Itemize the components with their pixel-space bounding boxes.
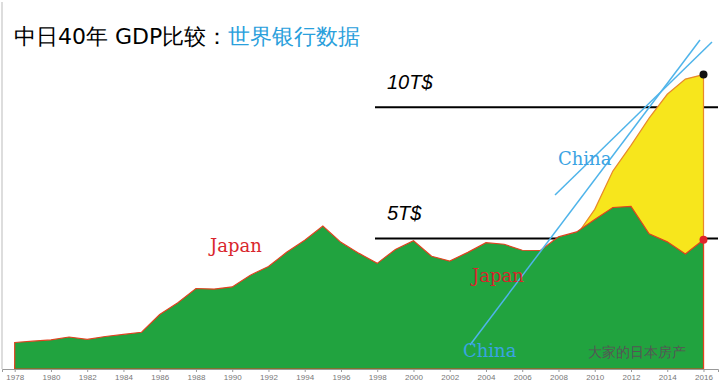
title: 中日40年 GDP比较：世界银行数据 (14, 24, 360, 49)
x-tick-mark (377, 369, 378, 372)
x-tick: 1990 (224, 369, 242, 382)
x-tick-mark (486, 369, 487, 372)
x-tick-label: 1994 (296, 373, 314, 382)
x-tick-label: 2010 (586, 373, 604, 382)
x-tick-label: 2016 (695, 373, 713, 382)
x-tick: 1982 (79, 369, 97, 382)
x-tick-mark (196, 369, 197, 372)
x-tick: 1994 (296, 369, 314, 382)
x-tick-mark (667, 369, 668, 372)
x-tick: 2010 (586, 369, 604, 382)
end-dot (699, 71, 707, 79)
x-tick-label: 1986 (151, 373, 169, 382)
y-tick-label: 5T$ (387, 202, 422, 224)
x-tick-label: 1988 (188, 373, 206, 382)
x-tick: 1978 (6, 369, 24, 382)
x-tick-mark (87, 369, 88, 372)
x-tick-mark (703, 369, 704, 372)
x-tick-label: 2014 (659, 373, 677, 382)
subtitle-text: 世界银行数据 (228, 24, 360, 49)
x-tick-mark (305, 369, 306, 372)
x-tick-label: 1996 (333, 373, 351, 382)
x-tick-mark (15, 369, 16, 372)
x-tick-label: 2004 (478, 373, 496, 382)
x-tick-mark (413, 369, 414, 372)
series-label: China (558, 148, 612, 169)
y-axis-line (2, 2, 3, 369)
x-tick: 1988 (188, 369, 206, 382)
x-tick: 1998 (369, 369, 387, 382)
x-tick: 2006 (514, 369, 532, 382)
x-tick: 2012 (623, 369, 641, 382)
x-tick-mark (123, 369, 124, 372)
x-tick-label: 2002 (441, 373, 459, 382)
x-tick-label: 1990 (224, 373, 242, 382)
title-text: 中日40年 GDP比较： (14, 24, 228, 49)
x-tick: 2004 (478, 369, 496, 382)
x-tick-label: 2008 (550, 373, 568, 382)
x-tick-label: 2012 (623, 373, 641, 382)
chart: 5T$10T$197819801982198419861988199019921… (0, 0, 720, 386)
x-tick-label: 1998 (369, 373, 387, 382)
x-tick-mark (160, 369, 161, 372)
end-dot (699, 236, 707, 244)
series-label: Japan (208, 235, 262, 256)
x-tick-mark (51, 369, 52, 372)
y-tick-label: 10T$ (387, 71, 433, 93)
area-china (15, 75, 704, 369)
plot-area (15, 71, 708, 369)
x-tick: 1984 (115, 369, 133, 382)
x-tick-mark (522, 369, 523, 372)
x-axis: 1978 1980 1982 1984 1986 1988 1990 1992 1994 1996… (3, 369, 719, 382)
x-tick: 1992 (260, 369, 278, 382)
series-label: China (463, 340, 517, 361)
trend-line (555, 42, 712, 195)
x-tick-mark (268, 369, 269, 372)
x-tick-label: 2000 (405, 373, 423, 382)
watermark: 大家的日本房产 (588, 344, 686, 360)
x-tick-mark (631, 369, 632, 372)
area-japan (15, 206, 704, 369)
x-tick-mark (558, 369, 559, 372)
x-tick-mark (450, 369, 451, 372)
x-axis-line (3, 370, 719, 373)
trend-line (470, 40, 700, 345)
series-label: Japan (470, 265, 524, 286)
x-tick-label: 2006 (514, 373, 532, 382)
x-tick: 2000 (405, 369, 423, 382)
x-tick-label: 1984 (115, 373, 133, 382)
x-tick-mark (232, 369, 233, 372)
x-tick-label: 1982 (79, 373, 97, 382)
x-tick-mark (341, 369, 342, 372)
x-tick-label: 1980 (43, 373, 61, 382)
x-tick: 1980 (43, 369, 61, 382)
x-tick: 1986 (151, 369, 169, 382)
x-tick-label: 1978 (6, 373, 24, 382)
x-tick-mark (595, 369, 596, 372)
x-tick: 2002 (441, 369, 459, 382)
x-tick: 2008 (550, 369, 568, 382)
trend-lines (470, 40, 712, 345)
x-tick: 2016 (695, 369, 713, 382)
x-tick-label: 1992 (260, 373, 278, 382)
x-tick: 2014 (659, 369, 677, 382)
x-tick: 1996 (333, 369, 351, 382)
